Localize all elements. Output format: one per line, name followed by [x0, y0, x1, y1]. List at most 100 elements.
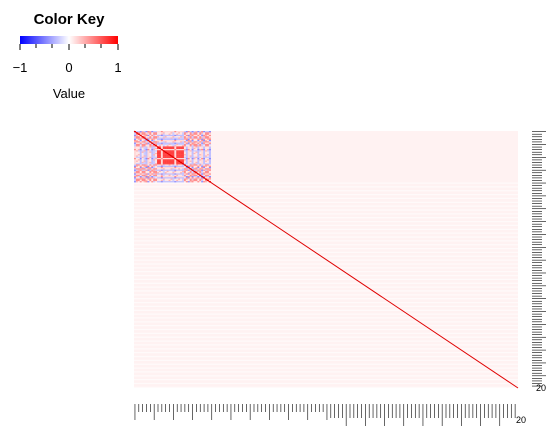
heatmap-cell [157, 172, 160, 174]
heatmap-cell [137, 142, 140, 145]
heatmap-cell [137, 137, 140, 139]
heatmap-cell [183, 157, 187, 160]
heatmap-cell [168, 160, 171, 163]
heatmap-cell [147, 175, 150, 178]
heatmap-cell [205, 137, 208, 139]
heatmap-cell [176, 154, 179, 156]
heatmap-cell [166, 165, 169, 168]
heatmap-cell [158, 150, 162, 152]
heatmap-cell [193, 160, 196, 163]
heatmap-cell [205, 165, 208, 168]
heatmap-cell [134, 170, 137, 173]
heatmap-cell [178, 168, 181, 170]
heatmap-cell [206, 160, 210, 163]
heatmap-cell [164, 138, 167, 141]
heatmap-cell [153, 164, 156, 166]
heatmap-cell [139, 159, 142, 161]
heatmap-cell [208, 169, 211, 172]
heatmap-cell [147, 160, 150, 163]
heatmap-cell [141, 177, 144, 179]
heatmap-cell [172, 146, 175, 148]
heatmap-cell [147, 142, 150, 145]
heatmap-cell [189, 143, 192, 146]
heatmap-cell [201, 148, 204, 151]
heatmap-cell [195, 133, 198, 136]
heatmap-cell [185, 166, 188, 169]
heatmap-cell [134, 142, 137, 145]
heatmap-cell [158, 174, 162, 177]
heatmap-cell [157, 152, 160, 155]
heatmap-cell [189, 157, 192, 160]
heatmap-cell [153, 142, 156, 145]
heatmap-cell [157, 134, 160, 137]
heatmap-cell [191, 163, 194, 165]
heatmap-cell [195, 150, 198, 152]
heatmap-cell [135, 145, 139, 147]
heatmap-cell [141, 154, 144, 156]
heatmap-cell [153, 159, 156, 161]
heatmap-cell [162, 159, 165, 161]
heatmap-cell [191, 150, 194, 152]
heatmap-cell [164, 150, 167, 152]
heatmap-cell [183, 137, 187, 139]
heatmap-cell [162, 136, 165, 138]
heatmap-cell [151, 148, 154, 151]
heatmap-cell [139, 157, 142, 160]
heatmap-row-stripe [134, 224, 518, 227]
heatmap-cell [147, 161, 150, 164]
heatmap-cell [180, 131, 183, 133]
heatmap-cell [143, 143, 146, 146]
heatmap-cell [145, 177, 148, 179]
heatmap-cell [187, 170, 190, 173]
heatmap-cell [208, 137, 211, 139]
heatmap-cell [195, 146, 198, 148]
heatmap-cell [199, 133, 202, 136]
heatmap-cell [208, 150, 211, 152]
heatmap-cell [203, 168, 206, 170]
heatmap-cell [185, 164, 188, 166]
heatmap-cell [139, 179, 142, 182]
heatmap-cell [143, 133, 146, 136]
heatmap-cell [166, 145, 169, 147]
heatmap-cell [166, 175, 169, 178]
heatmap-row-stripe [134, 367, 518, 369]
heatmap-cell [189, 178, 192, 181]
heatmap-cell [134, 179, 137, 182]
heatmap-cell [141, 178, 144, 181]
heatmap-cell [201, 134, 204, 137]
heatmap-cell [172, 131, 175, 133]
heatmap-cell [185, 131, 188, 133]
heatmap-cell [141, 161, 144, 164]
heatmap-cell [197, 134, 200, 137]
heatmap-cell [137, 146, 140, 148]
heatmap-cell [176, 143, 179, 146]
heatmap-cell [155, 132, 158, 134]
heatmap-cell [166, 138, 169, 141]
heatmap-row-stripe [134, 325, 518, 327]
heatmap-cell [137, 174, 140, 177]
heatmap-cell [203, 134, 206, 137]
heatmap-cell [137, 136, 140, 138]
heatmap-cell [205, 166, 208, 169]
heatmap-cell [155, 146, 158, 148]
heatmap-cell [172, 143, 175, 146]
heatmap-cell [145, 166, 148, 169]
heatmap-cell [137, 148, 140, 151]
heatmap-cell [201, 178, 204, 181]
heatmap-cell [199, 172, 202, 174]
heatmap-cell [203, 159, 206, 161]
heatmap-cell [157, 170, 160, 173]
heatmap-cell [174, 154, 177, 156]
column-label-last: 20 [516, 415, 526, 425]
heatmap-cell [206, 178, 210, 181]
heatmap-cell [166, 142, 169, 145]
heatmap-cell [182, 152, 185, 155]
heatmap-cell [134, 163, 137, 165]
heatmap-cell [147, 131, 150, 133]
heatmap-cell [203, 140, 206, 142]
heatmap-cell [143, 146, 146, 148]
heatmap-cell [203, 146, 206, 148]
heatmap-cell [162, 142, 165, 145]
heatmap-cell [172, 175, 175, 178]
heatmap-cell [195, 164, 198, 166]
